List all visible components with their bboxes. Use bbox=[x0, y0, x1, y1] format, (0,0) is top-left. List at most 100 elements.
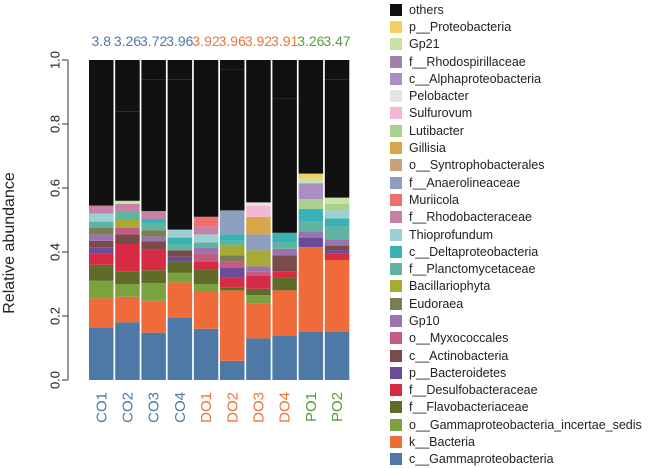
segment-PO1-Gp21 bbox=[298, 178, 324, 184]
legend-item: p__Bacteroidetes bbox=[390, 364, 652, 381]
bar-CO2 bbox=[115, 60, 140, 380]
legend: others p__Proteobacteria Gp21 f__Rhodospiri… bbox=[390, 1, 652, 468]
legend-swatch bbox=[390, 159, 402, 172]
top-label-DO3: 3.92 bbox=[245, 33, 272, 49]
legend-label: o__Syntrophobacterales bbox=[409, 158, 545, 173]
legend-swatch bbox=[390, 107, 402, 120]
legend-swatch bbox=[390, 401, 402, 414]
y-tick-label-1: 0.2 bbox=[47, 307, 62, 325]
legend-swatch bbox=[390, 453, 402, 466]
segment-CO3-Gp10 bbox=[141, 236, 166, 242]
legend-swatch bbox=[390, 245, 402, 258]
legend-swatch bbox=[390, 20, 402, 33]
legend-label: Gp21 bbox=[409, 37, 440, 52]
bars bbox=[89, 60, 350, 380]
segment-DO3-c__Gammaproteobacteria bbox=[246, 338, 271, 380]
legend-swatch bbox=[390, 366, 402, 379]
segment-PO2-c__Gammaproteobacteria bbox=[324, 332, 350, 380]
legend-label: Thioprofundum bbox=[409, 227, 494, 242]
segment-CO4-remainder bbox=[167, 60, 193, 80]
segment-PO1-k__Bacteria bbox=[298, 247, 324, 332]
segment-DO2-o__Myxococcales bbox=[220, 261, 245, 268]
legend-swatch bbox=[390, 418, 402, 431]
segment-DO1-Thioprofundum bbox=[193, 234, 219, 243]
legend-item: Sulfurovum bbox=[390, 105, 652, 122]
legend-swatch bbox=[390, 55, 402, 68]
legend-item: Gp21 bbox=[390, 36, 652, 53]
segment-CO2-f__Rhodobacteraceae bbox=[115, 204, 140, 212]
legend-item: Lutibacter bbox=[390, 122, 652, 139]
legend-swatch bbox=[390, 436, 402, 449]
segment-PO2-Gp10 bbox=[324, 239, 350, 246]
segment-CO2-f__Flavobacteriaceae bbox=[115, 271, 140, 284]
legend-label: Bacillariophyta bbox=[409, 279, 491, 294]
legend-item: Gp10 bbox=[390, 312, 652, 329]
segment-CO1-k__Bacteria bbox=[89, 298, 114, 328]
legend-swatch bbox=[390, 314, 402, 327]
segment-CO3-o__Gammaproteobacteria_incertae_sedis bbox=[141, 283, 166, 301]
segment-DO4-c__Gammaproteobacteria bbox=[272, 335, 297, 380]
segment-DO2-f__Desulfobacteraceae bbox=[220, 277, 245, 288]
segment-DO3-Gillisia bbox=[246, 216, 271, 235]
legend-item: Eudoraea bbox=[390, 295, 652, 312]
segment-DO2-c__Deltaproteobacteria bbox=[220, 234, 245, 241]
legend-item: c__Alphaproteobacteria bbox=[390, 70, 652, 87]
legend-item: c__Deltaproteobacteria bbox=[390, 243, 652, 260]
segment-DO1-f__Flavobacteriaceae bbox=[193, 269, 219, 284]
segment-PO1-remainder bbox=[298, 60, 324, 68]
segment-CO3-f__Desulfobacteraceae bbox=[141, 249, 166, 271]
segment-CO2-Gp21 bbox=[115, 200, 140, 204]
segment-DO2-f__Planctomycetaceae bbox=[220, 240, 245, 246]
legend-swatch bbox=[390, 124, 402, 137]
segment-DO1-c__Gammaproteobacteria bbox=[193, 328, 219, 380]
segment-PO2-Gp21 bbox=[324, 197, 350, 204]
legend-item: f__Planctomycetaceae bbox=[390, 260, 652, 277]
legend-item: Thioprofundum bbox=[390, 226, 652, 243]
segment-PO1-c__Deltaproteobacteria bbox=[298, 208, 324, 222]
segment-DO2-Eudoraea bbox=[220, 255, 245, 262]
segment-CO1-Eudoraea bbox=[89, 228, 114, 235]
legend-label: p__Bacteroidetes bbox=[409, 365, 507, 380]
legend-swatch bbox=[390, 38, 402, 51]
segment-CO2-f__Planctomycetaceae bbox=[115, 212, 140, 220]
segment-DO3-Bacillariophyta bbox=[246, 250, 271, 267]
legend-label: p__Proteobacteria bbox=[409, 19, 512, 34]
segment-DO4-f__Flavobacteriaceae bbox=[272, 277, 297, 291]
segment-DO2-k__Bacteria bbox=[220, 290, 245, 361]
legend-item: c__Actinobacteria bbox=[390, 347, 652, 364]
legend-swatch bbox=[390, 332, 402, 345]
segment-DO3-Sulfurovum bbox=[246, 205, 271, 217]
segment-DO1-others bbox=[193, 76, 219, 217]
legend-label: c__Alphaproteobacteria bbox=[409, 71, 542, 86]
x-label-CO4: CO4 bbox=[172, 392, 189, 423]
legend-swatch bbox=[390, 280, 402, 293]
bar-DO1 bbox=[193, 60, 219, 380]
segment-PO1-Lutibacter bbox=[298, 199, 324, 209]
x-label-DO3: DO3 bbox=[250, 392, 267, 423]
top-label-PO2: 3.47 bbox=[323, 33, 350, 49]
legend-label: f__Rhodobacteraceae bbox=[409, 210, 533, 225]
stacked-bar-chart: 0.0 0.2 0.4 0.6 0.8 1.0 Relative abundance 3.… bbox=[1, 33, 351, 423]
segment-CO3-k__Bacteria bbox=[141, 300, 166, 333]
legend-item: f__Rhodospirillaceae bbox=[390, 53, 652, 70]
segment-DO4-f__Planctomycetaceae bbox=[272, 242, 297, 249]
segment-CO1-f__Planctomycetaceae bbox=[89, 221, 114, 228]
legend-item: Muriicola bbox=[390, 191, 652, 208]
segment-CO4-o__Gammaproteobacteria_incertae_sedis bbox=[167, 272, 193, 283]
segment-CO4-f__Planctomycetaceae bbox=[167, 244, 193, 251]
legend-label: c__Deltaproteobacteria bbox=[409, 244, 539, 259]
legend-label: o__Gammaproteobacteria_incertae_sedis bbox=[409, 417, 642, 432]
segment-CO4-others bbox=[167, 79, 193, 230]
segment-CO2-others bbox=[115, 111, 140, 201]
segment-CO1-others bbox=[89, 68, 114, 206]
top-label-CO3: 3.72 bbox=[140, 33, 167, 49]
legend-item: k__Bacteria bbox=[390, 433, 652, 450]
y-axis-label: Relative abundance bbox=[1, 172, 18, 314]
legend-swatch bbox=[390, 176, 402, 189]
segment-CO4-p__Bacteroidetes bbox=[167, 256, 193, 262]
segment-CO3-c__Actinobacteria bbox=[141, 241, 166, 250]
legend-item: f__Rhodobacteraceae bbox=[390, 209, 652, 226]
x-label-CO1: CO1 bbox=[93, 392, 110, 423]
x-label-CO2: CO2 bbox=[119, 392, 136, 423]
segment-CO1-Thioprofundum bbox=[89, 213, 114, 222]
